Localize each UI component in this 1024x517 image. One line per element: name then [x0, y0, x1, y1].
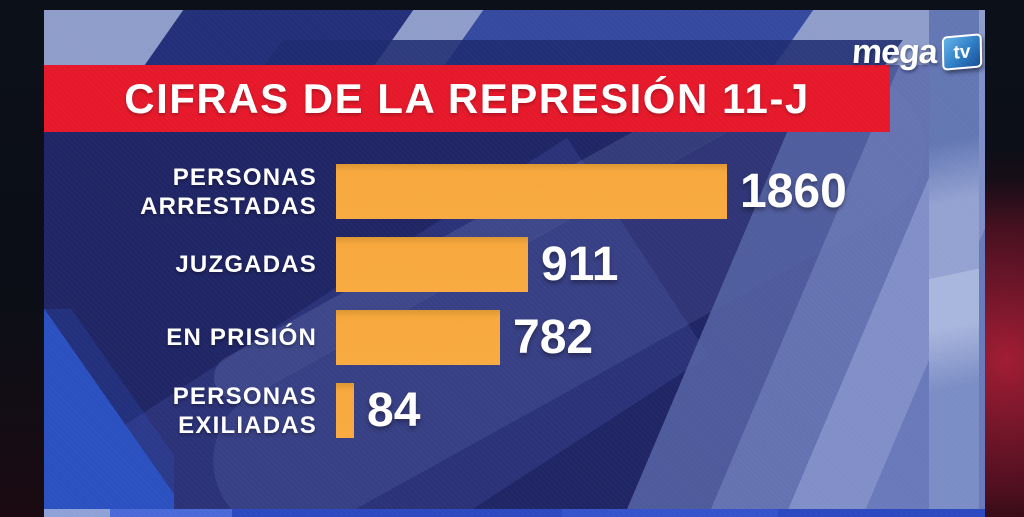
title-banner: CIFRAS DE LA REPRESIÓN 11-J	[44, 65, 890, 132]
corner-accent	[44, 309, 174, 509]
bar-label: EN PRISIÓN	[166, 324, 317, 351]
bar	[336, 164, 727, 219]
bar-label: PERSONAS ARRESTADAS	[140, 163, 317, 220]
right-light-column	[929, 10, 979, 517]
top-decor-band	[44, 10, 985, 65]
bar-row: PERSONAS EXILIADAS 84	[44, 382, 847, 439]
bar	[336, 237, 528, 292]
megatv-logo: mega tv	[850, 32, 983, 72]
bar	[336, 310, 500, 365]
bottom-blue-strip	[44, 509, 985, 517]
logo-tv-badge: tv	[941, 33, 983, 71]
bar-value: 1860	[740, 164, 847, 218]
page-title: CIFRAS DE LA REPRESIÓN 11-J	[124, 74, 810, 122]
graphic-panel: CIFRAS DE LA REPRESIÓN 11-J PERSONAS ARRE…	[44, 10, 985, 517]
bar-value: 84	[367, 383, 421, 437]
bar-row: PERSONAS ARRESTADAS 1860	[44, 163, 847, 220]
top-band-segment	[265, 40, 903, 65]
bar-label: PERSONAS EXILIADAS	[172, 382, 317, 439]
bar-row: EN PRISIÓN 782	[44, 310, 847, 365]
bar-row: JUZGADAS 911	[44, 237, 847, 292]
bar	[336, 383, 354, 438]
bar-value: 911	[541, 237, 619, 291]
logo-tv-text: tv	[953, 40, 971, 64]
bar-rows: PERSONAS ARRESTADAS 1860 JUZGADAS 911 EN PRIS…	[44, 164, 847, 456]
bar-label: JUZGADAS	[175, 251, 317, 278]
bar-value: 782	[513, 310, 594, 364]
logo-wordmark: mega	[850, 33, 939, 71]
